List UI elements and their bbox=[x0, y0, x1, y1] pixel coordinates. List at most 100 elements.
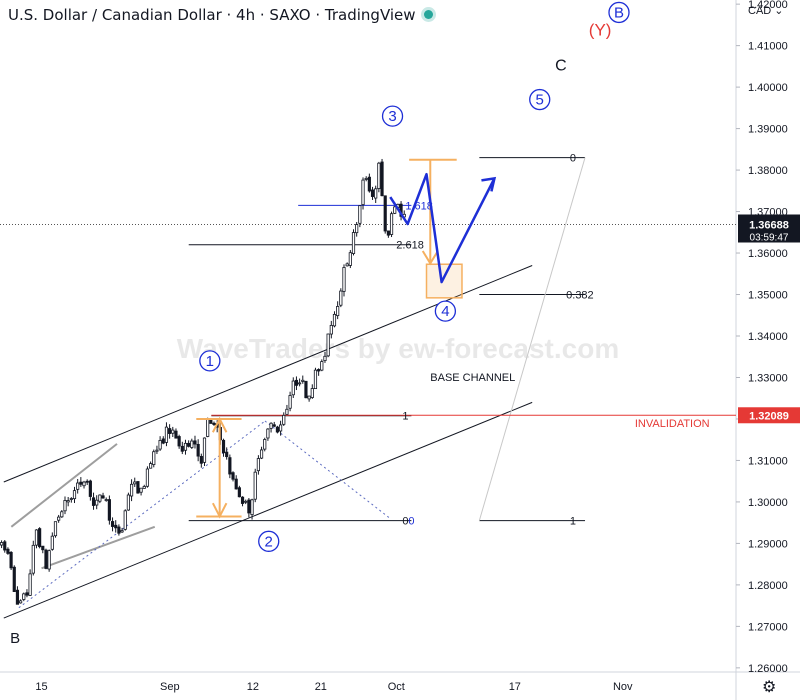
candle bbox=[107, 499, 111, 521]
candle bbox=[225, 451, 229, 458]
candle bbox=[88, 480, 92, 497]
orange-left-arrow-down bbox=[211, 502, 228, 519]
candle bbox=[380, 161, 384, 197]
candle bbox=[171, 429, 175, 434]
wave-b-low-label: B bbox=[10, 630, 20, 647]
candle bbox=[386, 230, 390, 236]
candle bbox=[266, 428, 270, 439]
candle bbox=[199, 455, 203, 464]
projection-arrow-head bbox=[481, 176, 497, 192]
candle bbox=[50, 535, 54, 550]
candle bbox=[202, 437, 207, 463]
wave-5-label: 5 bbox=[536, 92, 544, 109]
candle bbox=[47, 550, 51, 570]
y-tick-label: 1.35000 bbox=[748, 290, 788, 302]
invalidation-price-tag bbox=[738, 407, 800, 424]
candle bbox=[53, 521, 58, 537]
candle bbox=[282, 414, 286, 425]
candle bbox=[164, 426, 169, 443]
wave-3-label-circle bbox=[381, 105, 404, 127]
currency-label: CAD bbox=[748, 5, 772, 17]
x-tick-label: Sep bbox=[160, 681, 180, 693]
candle bbox=[60, 511, 64, 518]
candle bbox=[129, 483, 134, 497]
chart-title: U.S. Dollar / Canadian Dollar · 4h · SAX… bbox=[8, 6, 433, 24]
x-tick-label: 17 bbox=[509, 681, 521, 693]
fib-2618-label: 2.618 bbox=[396, 240, 424, 252]
candle bbox=[34, 529, 39, 546]
candle bbox=[374, 188, 378, 199]
candle bbox=[126, 494, 130, 511]
candle bbox=[69, 498, 73, 500]
candle bbox=[383, 195, 387, 232]
candle bbox=[183, 442, 188, 451]
candle bbox=[336, 306, 340, 317]
candle bbox=[136, 481, 140, 494]
candle bbox=[294, 379, 299, 386]
candle bbox=[66, 500, 70, 503]
currency-selector[interactable]: CAD ⌄ bbox=[748, 4, 784, 17]
candle bbox=[326, 333, 330, 357]
candle bbox=[117, 526, 121, 534]
invalidation-price-value: 1.32089 bbox=[749, 410, 789, 422]
candle bbox=[288, 395, 292, 409]
candle bbox=[206, 418, 210, 437]
candle bbox=[329, 325, 333, 335]
candle bbox=[272, 424, 276, 427]
wave-b-top-label: B bbox=[614, 4, 624, 21]
chevron-down-icon: ⌄ bbox=[774, 5, 784, 17]
x-tick-label: Oct bbox=[388, 681, 405, 693]
watermark: WaveTraders by ew-forecast.com bbox=[177, 333, 619, 364]
candle bbox=[285, 408, 289, 415]
candle bbox=[19, 600, 23, 604]
candle bbox=[190, 440, 194, 448]
projection-path bbox=[389, 172, 496, 284]
y-tick-label: 1.28000 bbox=[748, 580, 788, 592]
candle bbox=[240, 496, 245, 504]
candle bbox=[187, 442, 191, 447]
candle bbox=[250, 499, 254, 516]
x-tick-label: 21 bbox=[315, 681, 327, 693]
candle bbox=[358, 205, 362, 224]
candle bbox=[114, 524, 118, 529]
wave-4-label: 4 bbox=[441, 303, 449, 320]
candle bbox=[244, 500, 248, 503]
candle bbox=[110, 521, 115, 527]
candle bbox=[310, 388, 314, 398]
wave-2-label-circle bbox=[258, 530, 280, 552]
candle bbox=[259, 449, 264, 459]
candle bbox=[72, 490, 77, 500]
target-zone-box bbox=[425, 263, 463, 299]
candle bbox=[133, 481, 137, 485]
candle bbox=[22, 593, 26, 600]
candle bbox=[320, 361, 324, 371]
gear-icon[interactable]: ⚙ bbox=[762, 679, 777, 696]
candle bbox=[6, 548, 10, 554]
dotted-trend-line bbox=[18, 420, 266, 609]
y-tick-label: 1.42000 bbox=[748, 0, 788, 11]
candle bbox=[139, 487, 143, 493]
y-tick-label: 1.31000 bbox=[748, 455, 788, 467]
candle bbox=[101, 495, 105, 499]
candle bbox=[31, 544, 35, 574]
wave-b-top-label-circle bbox=[608, 1, 630, 24]
candle bbox=[180, 445, 184, 452]
candle bbox=[389, 213, 394, 235]
y-tick-label: 1.36000 bbox=[748, 248, 788, 260]
last-price-tag bbox=[738, 214, 800, 243]
fib-0-b-label: 0 bbox=[408, 516, 414, 528]
channel-lower-line bbox=[3, 401, 533, 619]
candle bbox=[79, 481, 83, 485]
candle bbox=[25, 592, 29, 596]
candle bbox=[104, 499, 108, 501]
last-price-value: 1.36688 bbox=[749, 219, 789, 231]
y-tick-label: 1.34000 bbox=[748, 331, 788, 343]
candle bbox=[174, 430, 178, 439]
candle bbox=[149, 463, 153, 469]
candle bbox=[196, 443, 200, 457]
candle bbox=[158, 440, 162, 450]
candle bbox=[3, 541, 7, 551]
y-tick-label: 1.40000 bbox=[748, 82, 788, 94]
candle bbox=[28, 573, 32, 596]
